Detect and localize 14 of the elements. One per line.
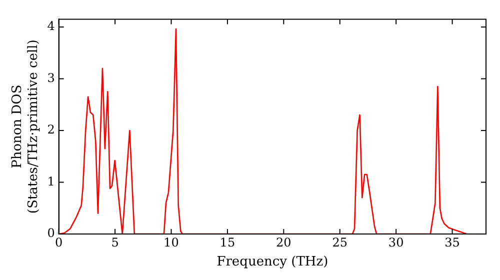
- x-tick-label: 25: [332, 235, 348, 250]
- x-axis-title: Frequency (THz): [216, 254, 328, 270]
- x-tick-label: 10: [164, 235, 179, 250]
- y-tick-label: 2: [47, 122, 55, 137]
- x-tick-label: 20: [276, 235, 292, 250]
- y-tick-label: 4: [47, 19, 56, 34]
- x-tick-label: 30: [388, 235, 404, 250]
- x-tick-label: 5: [111, 235, 119, 250]
- y-tick-label: 3: [47, 70, 55, 85]
- y-tick-label: 0: [47, 226, 55, 240]
- y-axis-title: Phonon DOS (States/THz·primitive cell): [10, 40, 41, 214]
- x-tick-label: 35: [444, 235, 460, 250]
- y-tick-label: 1: [47, 174, 55, 188]
- x-tick-label: 15: [220, 235, 236, 250]
